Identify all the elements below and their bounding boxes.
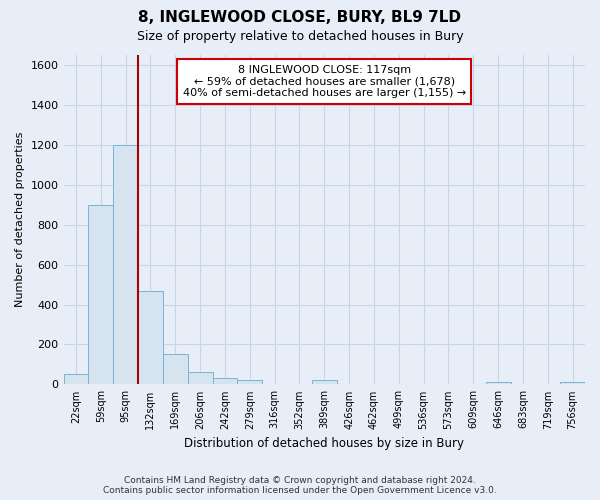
Bar — [212, 378, 238, 384]
Text: 8, INGLEWOOD CLOSE, BURY, BL9 7LD: 8, INGLEWOOD CLOSE, BURY, BL9 7LD — [139, 10, 461, 25]
Bar — [188, 372, 212, 384]
Text: Contains HM Land Registry data © Crown copyright and database right 2024.
Contai: Contains HM Land Registry data © Crown c… — [103, 476, 497, 495]
Bar — [238, 380, 262, 384]
Text: 8 INGLEWOOD CLOSE: 117sqm
← 59% of detached houses are smaller (1,678)
40% of se: 8 INGLEWOOD CLOSE: 117sqm ← 59% of detac… — [182, 65, 466, 98]
Bar — [113, 145, 138, 384]
Bar — [560, 382, 585, 384]
Bar — [88, 204, 113, 384]
Text: Size of property relative to detached houses in Bury: Size of property relative to detached ho… — [137, 30, 463, 43]
Bar — [312, 380, 337, 384]
Bar — [485, 382, 511, 384]
Bar — [138, 290, 163, 384]
Y-axis label: Number of detached properties: Number of detached properties — [15, 132, 25, 308]
Bar — [163, 354, 188, 384]
X-axis label: Distribution of detached houses by size in Bury: Distribution of detached houses by size … — [184, 437, 464, 450]
Bar — [64, 374, 88, 384]
